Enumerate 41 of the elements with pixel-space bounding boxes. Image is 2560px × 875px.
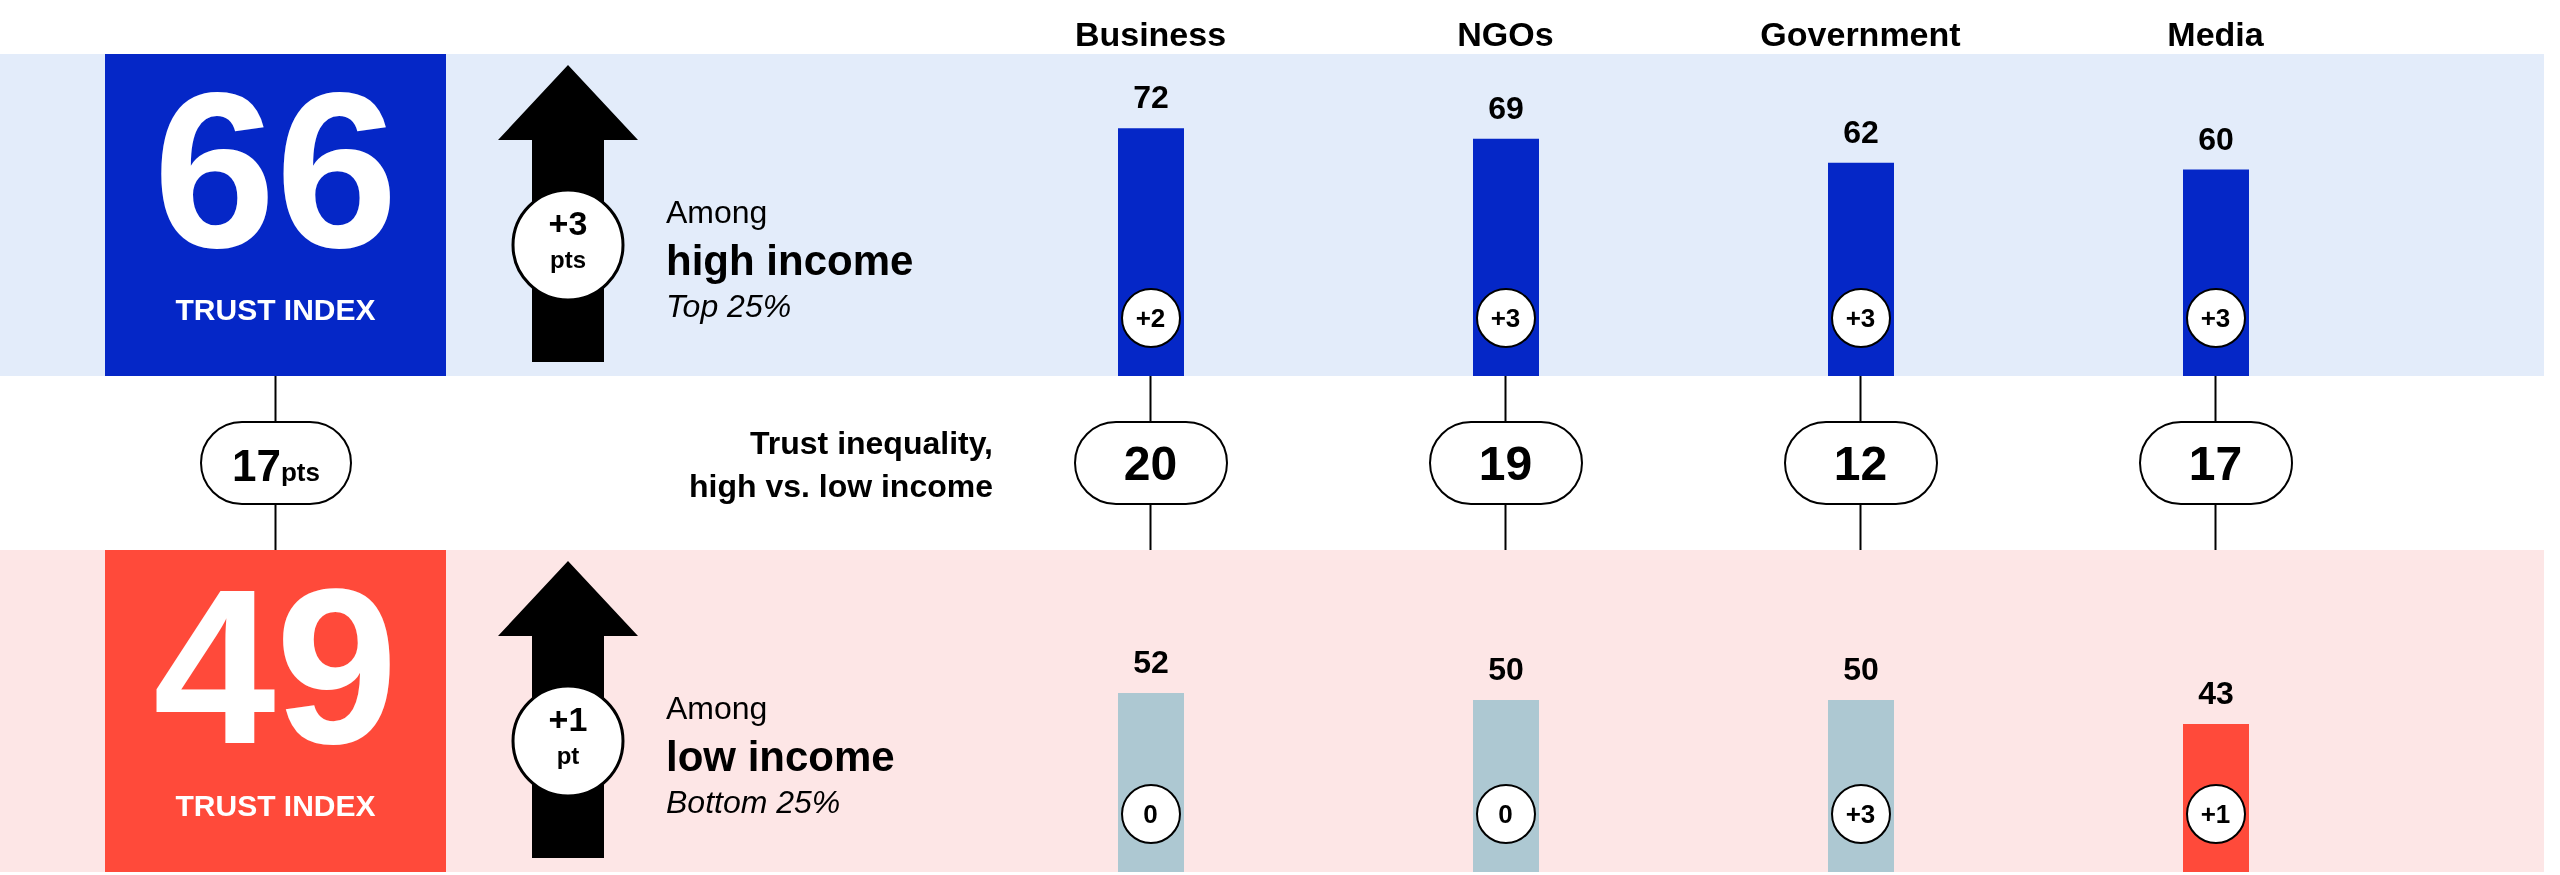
annotation: +3 <box>1830 288 1891 348</box>
data-label: 43 <box>2198 675 2234 712</box>
data-label: 50 <box>1843 650 1879 687</box>
data-label: 60 <box>2198 120 2234 157</box>
annotation: +3 <box>1475 288 1536 348</box>
text: Top 25% <box>666 287 792 326</box>
x-tick-label: Media <box>2167 15 2265 53</box>
text: 66 <box>152 48 399 294</box>
text: Among <box>666 193 768 232</box>
annotation: +1 <box>2185 784 2246 844</box>
text: TRUST INDEX <box>174 292 377 328</box>
annotation: +3 <box>1830 784 1891 844</box>
data-label: 17 <box>2138 421 2293 505</box>
x-tick-label: Government <box>1760 15 1961 53</box>
text: Trust inequality, high vs. low income <box>687 424 993 506</box>
text: pts <box>549 245 587 275</box>
data-label: 19 <box>1428 421 1583 505</box>
text: Among <box>666 689 768 728</box>
data-label: 20 <box>1073 421 1228 505</box>
annotation: +2 <box>1120 288 1181 348</box>
text: high income <box>666 236 914 286</box>
data-label: 72 <box>1133 79 1169 116</box>
data-label: 62 <box>1843 113 1879 150</box>
text: Bottom 25% <box>666 783 841 822</box>
x-tick-label: Business <box>1074 15 1227 53</box>
text: pts <box>280 457 320 488</box>
annotation: 0 <box>1475 784 1536 844</box>
text: low income <box>666 732 895 782</box>
data-label: 50 <box>1488 650 1524 687</box>
data-label: 52 <box>1133 644 1169 681</box>
text: pt <box>555 741 581 771</box>
text: +3 <box>547 203 589 243</box>
annotation: 0 <box>1120 784 1181 844</box>
data-label: 69 <box>1488 89 1524 126</box>
data-label: 12 <box>1783 421 1938 505</box>
text: 17 <box>232 441 281 491</box>
text: TRUST INDEX <box>174 788 377 824</box>
text: +1 <box>547 699 589 739</box>
annotation: +3 <box>2185 288 2246 348</box>
text: 49 <box>152 544 399 790</box>
x-tick-label: NGOs <box>1457 15 1554 53</box>
